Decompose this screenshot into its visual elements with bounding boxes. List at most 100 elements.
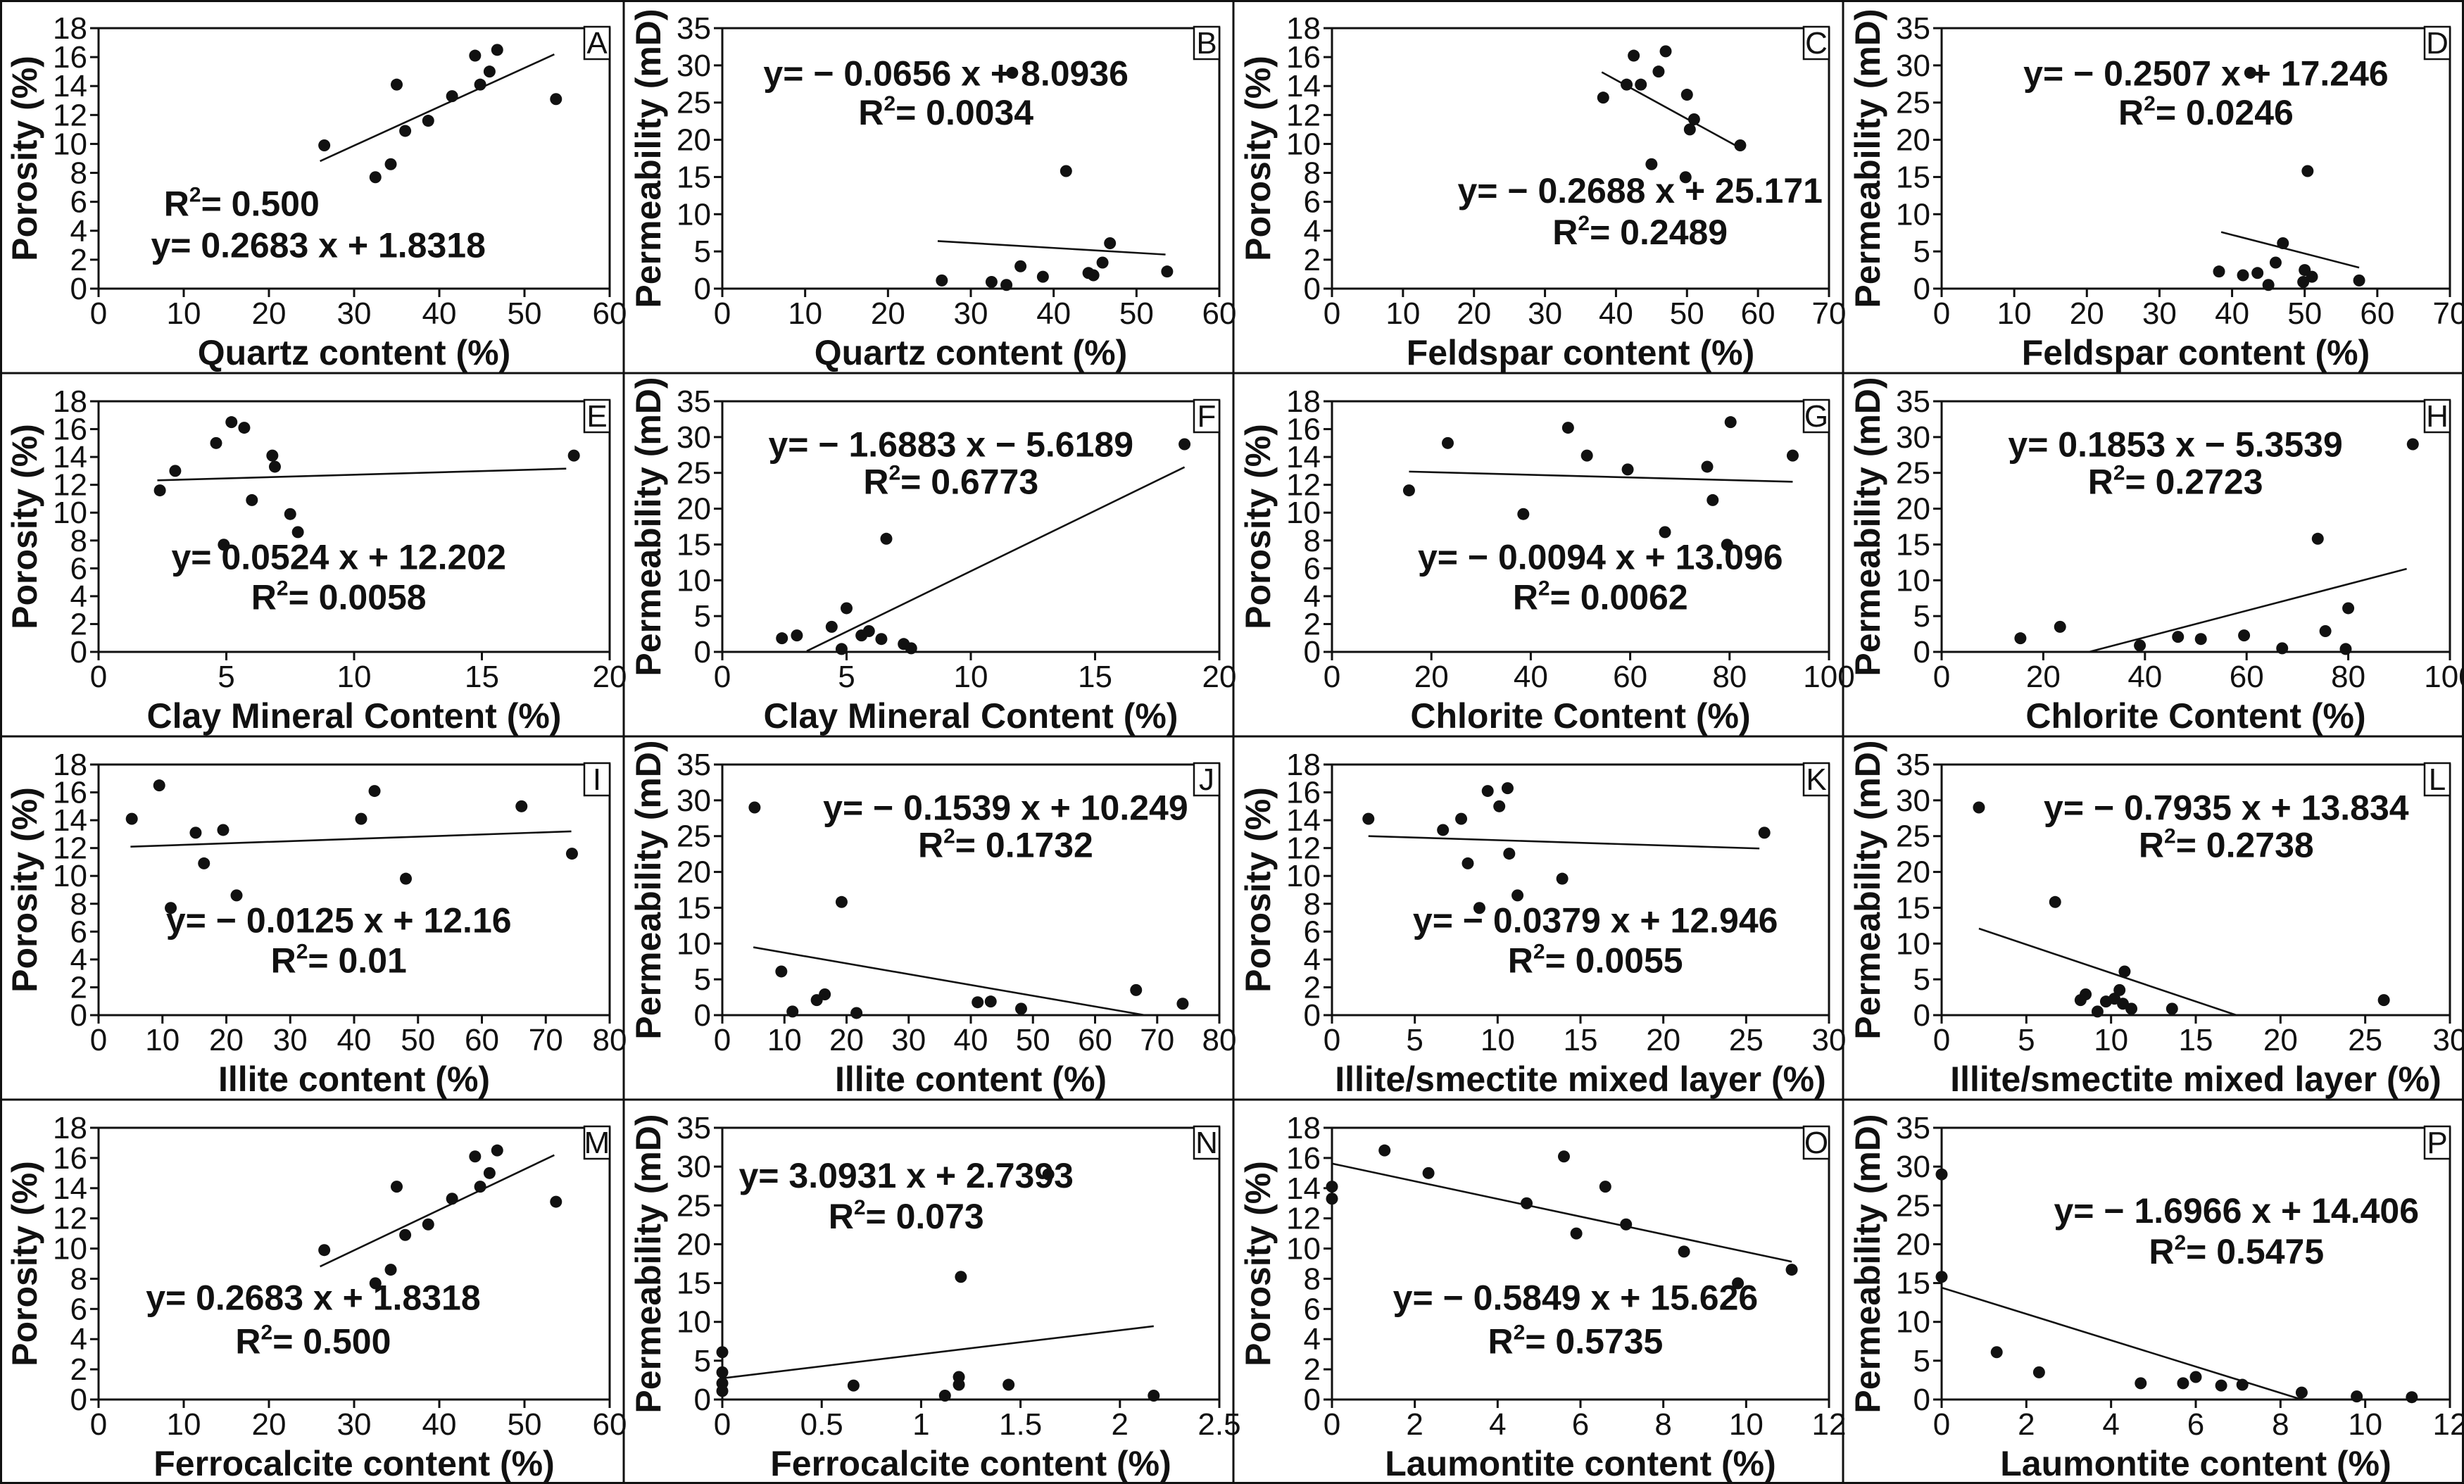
plot-area [1940, 400, 2451, 653]
x-tick-label: 10 [767, 1023, 802, 1057]
y-tick-label: 12 [53, 831, 87, 866]
x-tick-label: 10 [1729, 1407, 1764, 1442]
y-tick-label: 15 [677, 160, 711, 194]
regression-equation: y= 0.0524 x + 12.202 [171, 538, 505, 577]
y-tick-label: 35 [677, 11, 711, 46]
data-point [491, 1144, 503, 1157]
data-point [1378, 1144, 1391, 1157]
x-tick-label: 60 [2230, 660, 2264, 694]
y-tick-label: 15 [1896, 891, 1930, 925]
x-tick-label: 50 [1670, 296, 1704, 331]
y-tick-label: 12 [53, 1202, 87, 1236]
y-tick-label: 6 [1304, 914, 1321, 949]
data-point [2339, 643, 2352, 655]
regression-equation: y= − 0.0379 x + 12.946 [1413, 901, 1778, 941]
x-tick-label: 25 [1729, 1023, 1764, 1057]
data-point [1014, 1002, 1027, 1015]
x-tick-label: 0 [90, 1407, 107, 1442]
y-tick-label: 35 [1896, 748, 1930, 782]
data-point [1556, 872, 1569, 885]
data-point [1621, 463, 1634, 476]
data-point [217, 824, 230, 836]
y-tick-label: 16 [1286, 40, 1321, 75]
x-tick-label: 10 [788, 296, 822, 331]
data-point [355, 812, 367, 825]
regression-equation: y= − 0.0656 x + 8.0936 [763, 54, 1129, 93]
y-tick-label: 35 [677, 384, 711, 419]
r-squared-label: R2= 0.01 [271, 940, 407, 980]
data-point [2236, 1378, 2249, 1391]
data-point [775, 965, 788, 978]
y-tick-label: 4 [70, 214, 87, 249]
x-tick-label: 30 [1812, 1023, 1847, 1057]
data-point [1935, 1168, 1948, 1181]
regression-equation: y= − 0.5849 x + 15.626 [1393, 1278, 1759, 1318]
panel-letter: H [2426, 399, 2449, 434]
x-tick-label: 0.5 [800, 1407, 843, 1442]
panel-tag: K [1802, 762, 1830, 797]
data-point [1176, 998, 1189, 1010]
y-axis-label: Porosity (%) [5, 56, 44, 261]
data-point [2134, 639, 2146, 652]
data-point [225, 416, 238, 429]
data-point [1437, 824, 1450, 836]
y-axis-label: Permeability (mD) [629, 1114, 668, 1413]
r-squared-label: R2= 0.6773 [863, 462, 1038, 502]
data-point [1990, 1346, 2003, 1359]
x-axis-label: Illite/smectite mixed layer (%) [1950, 1059, 2441, 1099]
data-point [1706, 493, 1719, 506]
y-tick-label: 25 [1896, 1188, 1930, 1223]
y-tick-label: 4 [70, 943, 87, 977]
y-tick-label: 18 [1286, 1111, 1321, 1145]
x-axis-label: Ferrocalcite content (%) [770, 1444, 1171, 1483]
y-tick-label: 16 [53, 1141, 87, 1176]
trend-line [806, 466, 1186, 652]
panel-h: H02040608010005101520253035Chlorite Cont… [1848, 377, 2464, 736]
y-tick-label: 6 [1304, 551, 1321, 586]
data-point [776, 632, 788, 645]
panel-letter: D [2426, 26, 2449, 61]
y-axis-label: Porosity (%) [5, 1161, 44, 1366]
x-tick-label: 70 [1812, 296, 1847, 331]
data-point [841, 602, 853, 615]
y-axis-label: Porosity (%) [1238, 787, 1278, 993]
x-tick-label: 0 [714, 1407, 731, 1442]
y-tick-label: 30 [677, 784, 711, 818]
r-squared-label: R2= 0.2489 [1552, 212, 1728, 252]
y-tick-label: 20 [677, 123, 711, 158]
data-point [2351, 1390, 2363, 1403]
x-tick-label: 2 [1112, 1407, 1129, 1442]
y-tick-label: 25 [677, 86, 711, 120]
data-point [985, 275, 998, 288]
y-tick-label: 20 [1896, 1227, 1930, 1262]
x-tick-label: 50 [401, 1023, 435, 1057]
r-squared-label: R2= 0.0058 [251, 577, 427, 617]
x-tick-label: 70 [2433, 296, 2464, 331]
y-tick-label: 15 [677, 527, 711, 562]
y-tick-label: 35 [1896, 11, 1930, 46]
y-tick-label: 10 [1286, 496, 1321, 530]
panel-tag: N [1193, 1125, 1221, 1160]
data-point [391, 1181, 403, 1193]
panel-tag: M [583, 1125, 611, 1160]
x-tick-label: 10 [167, 1407, 201, 1442]
y-tick-label: 18 [1286, 11, 1321, 46]
x-tick-label: 15 [1564, 1023, 1598, 1057]
data-point [1014, 260, 1027, 272]
x-tick-label: 30 [2433, 1023, 2464, 1057]
y-tick-label: 8 [1304, 887, 1321, 922]
y-tick-label: 12 [1286, 1202, 1321, 1236]
y-tick-label: 10 [1896, 197, 1930, 232]
data-point [318, 1244, 331, 1257]
data-point [1006, 66, 1019, 79]
data-point [1679, 171, 1692, 184]
y-tick-label: 25 [677, 1188, 711, 1223]
y-tick-label: 16 [1286, 776, 1321, 810]
x-tick-label: 50 [1016, 1023, 1050, 1057]
y-tick-label: 14 [1286, 1171, 1321, 1206]
data-point [2014, 632, 2027, 645]
x-tick-label: 60 [1202, 296, 1237, 331]
